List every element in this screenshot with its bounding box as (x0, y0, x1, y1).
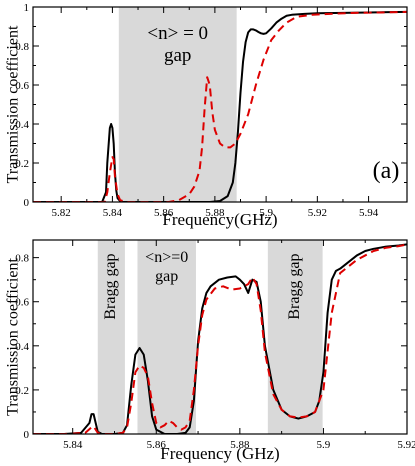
gap-label: <n>=0 (145, 249, 188, 266)
dashed-series-line (33, 10, 407, 202)
y-axis-label: Transmission coefficient (5, 258, 22, 416)
x-tick-label: 5.9 (317, 439, 331, 451)
x-tick-label: 5.84 (103, 207, 123, 219)
plot-frame (32, 239, 408, 435)
x-tick-label: 5.82 (52, 207, 71, 219)
x-tick-label: 5.92 (308, 207, 327, 219)
y-tick-label: 0.6 (15, 297, 29, 309)
x-axis-label: Frequency(GHz) (162, 210, 277, 229)
x-tick-label: 5.94 (359, 207, 379, 219)
x-tick-label: 5.84 (63, 439, 83, 451)
gap-label: Bragg gap (286, 253, 303, 319)
dashed-series-line (33, 243, 407, 434)
x-tick-label: 5.86 (154, 207, 174, 219)
gap-region (118, 7, 237, 202)
y-tick-label: 0 (24, 429, 30, 441)
panel-label: (a) (373, 158, 400, 184)
gap-region (97, 240, 125, 434)
y-tick-label: 0.2 (15, 158, 29, 170)
x-tick-label: 5.92 (397, 439, 415, 451)
solid-series-line (33, 10, 407, 202)
gap-label: gap (164, 45, 191, 66)
y-tick-label: 0.4 (15, 341, 29, 353)
gap-label: <n> = 0 (147, 23, 208, 44)
solid-series-line (33, 243, 407, 434)
gap-region (137, 240, 196, 434)
y-tick-label: 1 (24, 2, 30, 14)
x-tick-label: 5.9 (259, 207, 273, 219)
bottom-chart-panel: Bragg gap <n>=0 gap Bragg gap 5.84 5.86 5.88 5.… (5, 239, 415, 463)
y-tick-label: 0.2 (15, 385, 29, 397)
gap-label: Bragg gap (102, 253, 119, 319)
y-tick-label: 0.8 (15, 253, 29, 265)
x-axis-label: Frequency (GHz) (160, 444, 279, 463)
y-tick-label: 0.6 (15, 80, 29, 92)
y-tick-label: 0 (24, 197, 30, 209)
x-tick-label: 5.86 (147, 439, 167, 451)
y-tick-label: 0.8 (15, 41, 29, 53)
y-axis-label: Transmission coefficient (5, 25, 22, 183)
gap-label: gap (155, 268, 178, 285)
x-tick-label: 5.88 (205, 207, 225, 219)
x-tick-label: 5.88 (230, 439, 250, 451)
y-tick-label: 0.4 (15, 119, 29, 131)
gap-region (267, 240, 323, 434)
